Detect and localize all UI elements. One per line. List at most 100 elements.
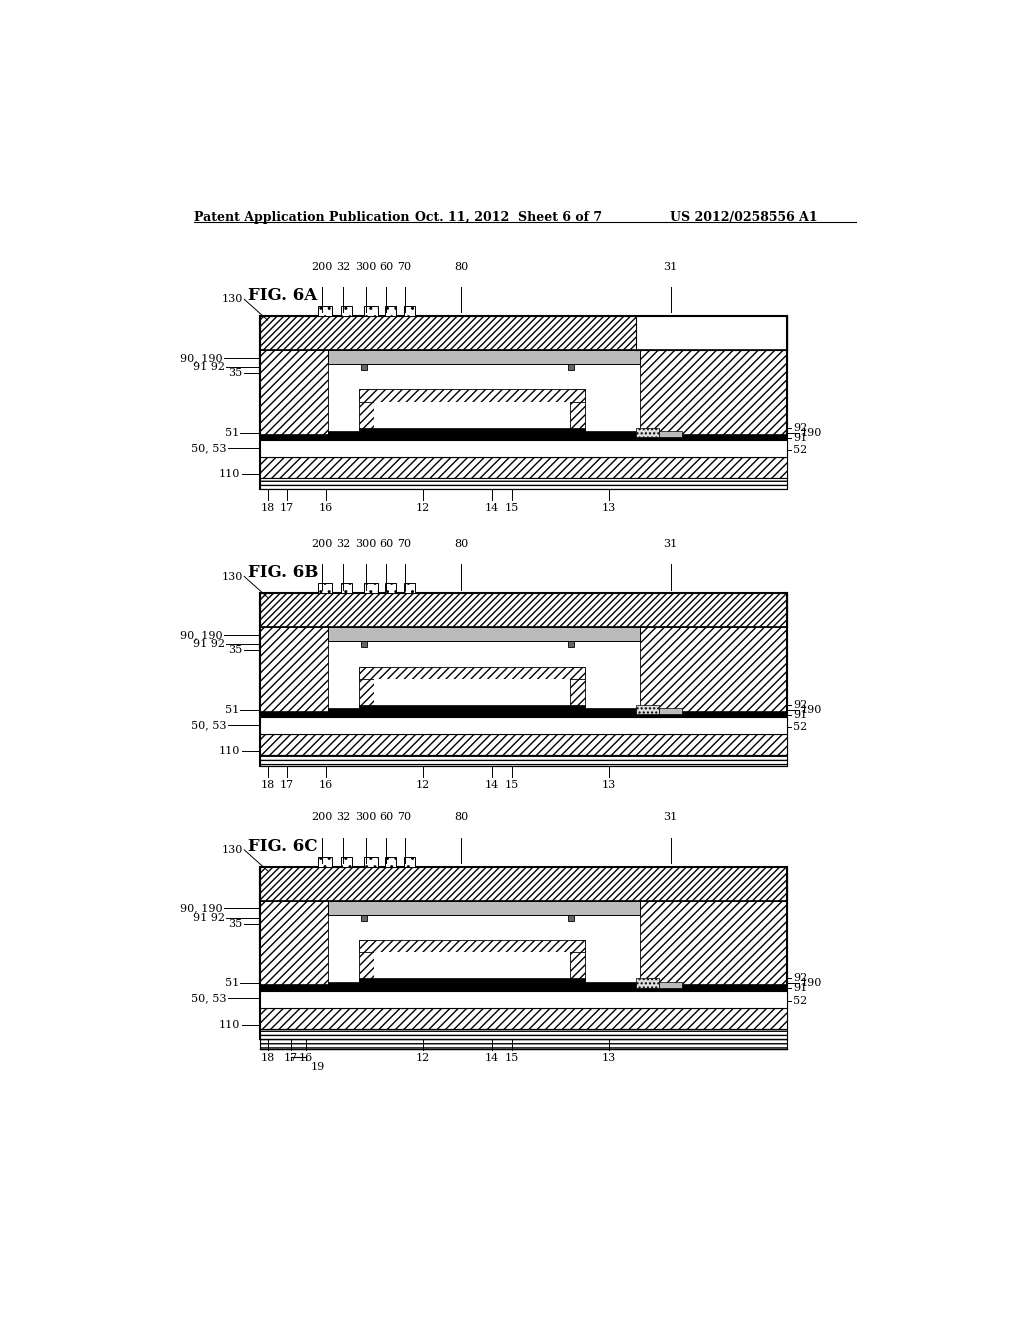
Text: 15: 15 [505,503,519,512]
Bar [359,978,586,982]
Text: 110: 110 [219,1019,241,1030]
Bar [375,678,569,709]
Text: 16: 16 [318,503,333,512]
Text: 50, 53: 50, 53 [190,444,226,453]
Text: 70: 70 [397,539,412,549]
Text: 90, 190: 90, 190 [180,630,222,640]
Text: 60: 60 [379,812,393,822]
Bar [260,350,328,434]
Bar [260,594,786,627]
Text: 13: 13 [601,780,615,789]
Text: 12: 12 [416,503,430,512]
Bar [341,306,352,317]
Text: 35: 35 [228,368,243,379]
Bar [658,709,682,714]
Text: 17: 17 [280,503,294,512]
Bar [260,900,328,985]
Bar [640,627,786,711]
Bar [385,857,396,867]
Bar [328,708,640,711]
Bar [328,350,640,364]
Text: 190: 190 [801,705,822,714]
Text: 91 92: 91 92 [193,639,225,649]
Bar [260,1039,786,1049]
Bar [359,940,375,982]
Bar [260,627,328,711]
Text: 110: 110 [219,746,241,756]
Text: 300: 300 [355,812,377,822]
Bar [658,432,682,437]
Bar [365,306,378,317]
Bar [360,364,367,370]
Bar [260,734,786,755]
Text: 31: 31 [664,539,678,549]
Text: 91: 91 [793,983,807,994]
Text: 200: 200 [311,539,333,549]
Bar [569,667,586,709]
Text: 18: 18 [260,503,274,512]
Text: 60: 60 [379,261,393,272]
Bar [568,915,574,921]
Bar [403,583,415,594]
Text: 15: 15 [505,780,519,789]
Bar [328,627,640,642]
Bar [260,317,786,350]
Text: 80: 80 [454,261,468,272]
Text: 70: 70 [397,261,412,272]
Text: 52: 52 [793,445,807,455]
Bar [385,583,396,594]
Text: 32: 32 [336,261,350,272]
Bar [260,1028,786,1039]
Text: 80: 80 [454,812,468,822]
Text: US 2012/0258556 A1: US 2012/0258556 A1 [671,211,818,224]
Bar [658,982,682,987]
Bar [636,978,658,987]
Text: 14: 14 [485,503,500,512]
Text: 90, 190: 90, 190 [180,352,222,363]
Bar [260,317,786,488]
Text: 190: 190 [801,978,822,989]
Bar [341,857,352,867]
Text: 51: 51 [224,978,239,989]
Text: 50, 53: 50, 53 [190,721,226,730]
Text: Patent Application Publication: Patent Application Publication [194,211,410,224]
Bar [636,428,658,437]
Bar [640,900,786,985]
Text: 19: 19 [310,1063,325,1072]
Bar [260,755,786,766]
Bar [260,991,786,1007]
Text: 35: 35 [228,645,243,656]
Text: 91: 91 [793,433,807,444]
Bar [260,718,786,734]
Bar [360,642,367,647]
Bar [260,1007,786,1028]
Text: 12: 12 [416,780,430,789]
Bar [260,350,786,434]
Bar [260,478,786,488]
Text: Oct. 11, 2012  Sheet 6 of 7: Oct. 11, 2012 Sheet 6 of 7 [415,211,602,224]
Text: 51: 51 [224,428,239,437]
Text: 17: 17 [280,780,294,789]
Bar [359,389,586,401]
Text: 51: 51 [224,705,239,714]
Text: 92: 92 [793,700,807,710]
Text: 300: 300 [355,261,377,272]
Bar [260,867,786,1039]
Text: 110: 110 [219,469,241,479]
Text: 200: 200 [311,261,333,272]
Text: 130: 130 [221,572,243,582]
Bar [636,317,786,350]
Bar [375,952,569,982]
Bar [640,350,786,434]
Text: 80: 80 [454,539,468,549]
Bar [403,306,415,317]
Text: 50, 53: 50, 53 [190,994,226,1003]
Bar [359,705,586,709]
Text: FIG. 6B: FIG. 6B [248,564,318,581]
Bar [360,915,367,921]
Text: 70: 70 [397,812,412,822]
Text: 52: 52 [793,995,807,1006]
Bar [260,627,786,711]
Text: 17: 17 [284,1053,298,1063]
Text: 32: 32 [336,812,350,822]
